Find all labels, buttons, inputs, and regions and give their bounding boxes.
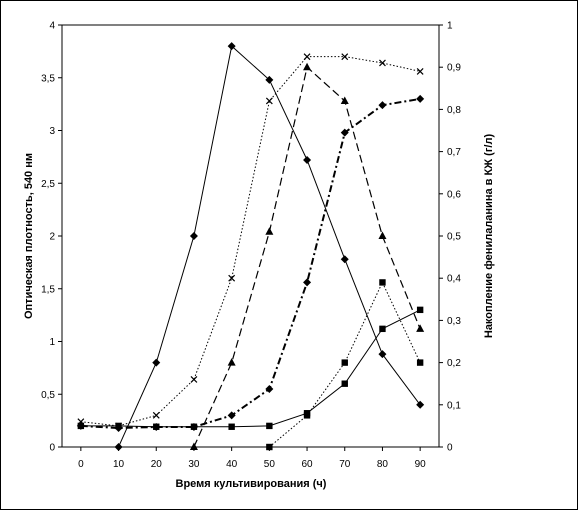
data-point: [265, 227, 274, 235]
series-3: [189, 62, 425, 450]
series-4-line: [80, 97, 421, 430]
x-tick-label: 20: [151, 459, 163, 470]
data-point: [303, 278, 312, 287]
data-point: [303, 53, 311, 61]
x-tick-label: 30: [188, 459, 200, 470]
data-point: [379, 59, 386, 67]
data-point: [341, 53, 349, 61]
x-tick-label: 60: [301, 459, 313, 470]
data-point: [416, 400, 425, 409]
y2-tick-label: 0,4: [447, 274, 461, 285]
y2-tick-label: 0,9: [447, 63, 461, 74]
x-tick-label: 0: [78, 459, 84, 470]
data-point: [378, 350, 387, 359]
y-tick-label: 3: [49, 126, 55, 137]
y-tick-label: 1: [49, 337, 55, 348]
data-point: [228, 423, 235, 430]
y-tick-label: 0,5: [41, 390, 55, 401]
plot-area: [61, 24, 440, 448]
data-point: [115, 422, 122, 430]
y-axis-title: Оптическая плотность, 540 нм: [23, 153, 35, 319]
data-point: [265, 75, 274, 84]
y-tick-label: 3,5: [41, 73, 55, 84]
y2-tick-label: 0,7: [447, 147, 461, 158]
x-tick-label: 80: [377, 459, 389, 470]
axes-layer: 00,511,522,533,5400,10,20,30,40,50,60,70…: [41, 21, 461, 471]
data-point: [227, 411, 236, 420]
y2-tick-label: 0,3: [447, 316, 461, 327]
y-tick-label: 1,5: [41, 284, 55, 295]
data-point: [303, 412, 311, 419]
y-tick-label: 4: [49, 21, 55, 32]
data-point: [416, 324, 425, 332]
x-tick-label: 10: [113, 459, 125, 470]
series-2-line: [80, 56, 421, 427]
y2-tick-label: 0,1: [447, 400, 461, 411]
x-tick-label: 70: [339, 459, 351, 470]
series-6-line: [269, 281, 421, 448]
data-point: [416, 359, 424, 366]
data-point: [340, 96, 349, 104]
series-1: [114, 42, 425, 451]
data-point: [227, 42, 236, 51]
x-tick-label: 90: [415, 459, 427, 470]
data-point: [341, 359, 348, 366]
data-point: [416, 67, 424, 75]
data-point: [265, 384, 274, 393]
data-point: [153, 423, 160, 430]
plot-border: [61, 24, 440, 448]
data-point: [228, 274, 236, 282]
data-point: [416, 306, 424, 314]
y2-tick-label: 0,2: [447, 358, 461, 369]
data-point: [340, 255, 349, 264]
data-point: [378, 101, 387, 110]
data-point: [227, 358, 236, 366]
y-tick-label: 0: [49, 443, 55, 454]
data-point: [190, 423, 198, 430]
y-tick-label: 2: [49, 232, 55, 243]
y-tick-label: 2,5: [41, 179, 55, 190]
data-point: [378, 231, 387, 239]
data-point: [189, 442, 198, 450]
data-point: [340, 128, 349, 137]
data-point: [303, 62, 312, 71]
data-point: [266, 422, 273, 430]
y2-axis-title: Накопление фенилаланина в КЖ (г/л): [483, 134, 495, 339]
data-point: [416, 94, 425, 103]
data-point: [265, 97, 273, 105]
x-tick-label: 50: [264, 459, 276, 470]
data-point: [152, 411, 160, 419]
y2-tick-label: 0,5: [447, 232, 461, 243]
data-point: [189, 232, 198, 240]
data-point: [379, 279, 386, 286]
data-point: [77, 422, 85, 430]
data-point: [190, 376, 198, 383]
series-5-line: [80, 309, 421, 428]
x-axis-title: Время культивирования (ч): [176, 478, 327, 490]
data-point: [152, 358, 161, 367]
x-tick-label: 40: [226, 459, 238, 470]
data-point: [341, 380, 348, 387]
data-point: [379, 325, 386, 333]
y2-tick-label: 0,6: [447, 189, 461, 200]
data-point: [303, 156, 312, 165]
y2-tick-label: 0,8: [447, 105, 461, 116]
y2-tick-label: 0: [447, 443, 453, 454]
y2-tick-label: 1: [447, 21, 453, 32]
